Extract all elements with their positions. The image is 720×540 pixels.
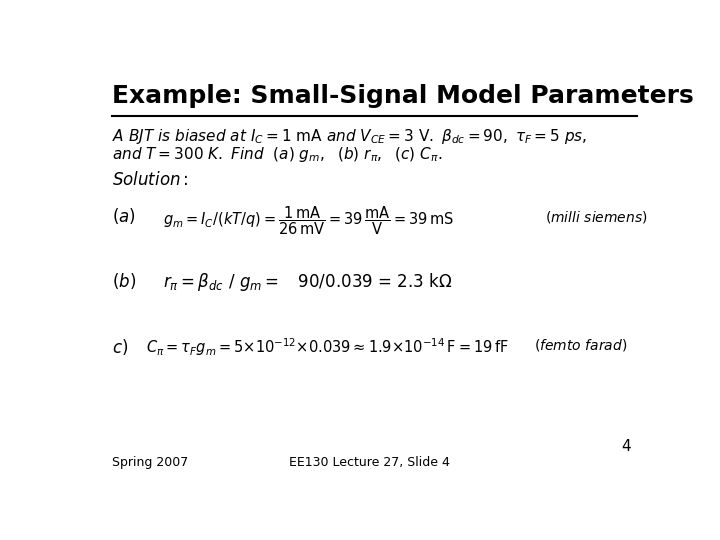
- Text: $\mathit{A\ BJT\ is\ biased\ at}\ I_C = 1\ \mathrm{mA}\ \mathit{and}\ V_{CE} = 3: $\mathit{A\ BJT\ is\ biased\ at}\ I_C = …: [112, 127, 588, 146]
- Text: $\mathbf{\mathit{(a)}}$: $\mathbf{\mathit{(a)}}$: [112, 206, 136, 226]
- Text: 4: 4: [621, 438, 631, 454]
- Text: $\mathit{(milli\ siemens)}$: $\mathit{(milli\ siemens)}$: [545, 209, 647, 225]
- Text: $\mathit{and\ T = 300\ K.\ Find\ \ (a)}\ g_m\mathit{,\ \ (b)}\ r_{\pi}\mathit{,\: $\mathit{and\ T = 300\ K.\ Find\ \ (a)}\…: [112, 145, 443, 164]
- Text: $\mathit{(femto\ farad)}$: $\mathit{(femto\ farad)}$: [534, 337, 627, 353]
- Text: $\mathbf{\mathit{Solution:}}$: $\mathbf{\mathit{Solution:}}$: [112, 171, 189, 189]
- Text: Spring 2007: Spring 2007: [112, 456, 189, 469]
- Text: $\mathbf{\mathit{c)}}$: $\mathbf{\mathit{c)}}$: [112, 337, 129, 357]
- Text: $\mathbf{\mathit{(b)}}$: $\mathbf{\mathit{(b)}}$: [112, 271, 136, 291]
- Text: Example: Small-Signal Model Parameters: Example: Small-Signal Model Parameters: [112, 84, 694, 107]
- Text: $g_m = I_C/(kT/q) = \dfrac{1\,\mathrm{mA}}{26\,\mathrm{mV}} = 39\,\dfrac{\mathrm: $g_m = I_C/(kT/q) = \dfrac{1\,\mathrm{mA…: [163, 204, 454, 237]
- Text: $C_{\pi} = \tau_F g_m = 5{\times}10^{-12}{\times}0.039 \approx 1.9{\times}10^{-1: $C_{\pi} = \tau_F g_m = 5{\times}10^{-12…: [145, 336, 508, 357]
- Text: $r_{\pi} = \beta_{dc}\ /\ g_m = \ $  90/0.039 = 2.3 k$\Omega$: $r_{\pi} = \beta_{dc}\ /\ g_m = \ $ 90/0…: [163, 271, 451, 293]
- Text: EE130 Lecture 27, Slide 4: EE130 Lecture 27, Slide 4: [289, 456, 449, 469]
